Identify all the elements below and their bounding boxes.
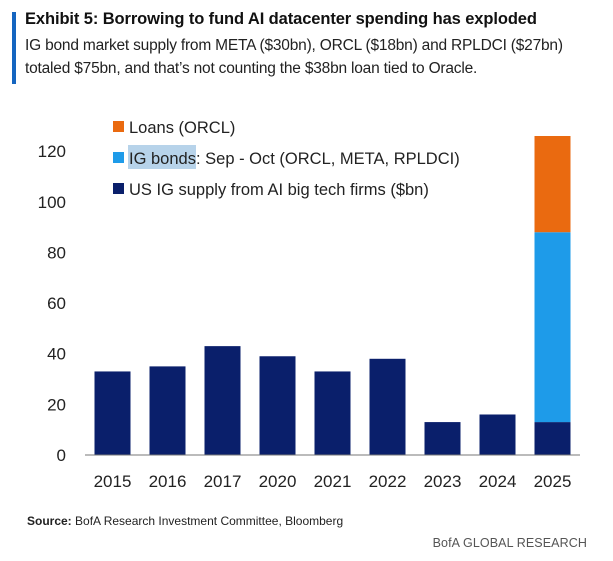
bar-segment-series-0 bbox=[534, 422, 571, 455]
bar-segment-series-0 bbox=[479, 414, 516, 455]
bar-segment-series-0 bbox=[259, 356, 296, 455]
x-tick-label: 2023 bbox=[424, 472, 462, 491]
bar-segment-series-0 bbox=[94, 371, 131, 455]
x-tick-label: 2022 bbox=[369, 472, 407, 491]
bar-segment-series-0 bbox=[314, 371, 351, 455]
x-tick-label: 2021 bbox=[314, 472, 352, 491]
x-tick-label: 2020 bbox=[259, 472, 297, 491]
y-tick-label: 0 bbox=[57, 446, 66, 465]
footer-brand: BofA GLOBAL RESEARCH bbox=[432, 536, 587, 550]
legend-label-highlighted: IG bonds bbox=[129, 150, 196, 168]
legend-swatch bbox=[113, 121, 124, 132]
legend-swatch bbox=[113, 183, 124, 194]
legend-label: US IG supply from AI big tech firms ($bn… bbox=[129, 181, 429, 199]
source-note: Source: BofA Research Investment Committ… bbox=[27, 514, 343, 528]
y-tick-label: 120 bbox=[38, 142, 66, 161]
legend-label-rest: : Sep - Oct (ORCL, META, RPLDCI) bbox=[196, 150, 460, 168]
chart-subtitle: IG bond market supply from META ($30bn),… bbox=[25, 37, 563, 77]
bar-segment-series-0 bbox=[369, 358, 406, 455]
x-tick-label: 2017 bbox=[204, 472, 242, 491]
x-tick-label: 2025 bbox=[534, 472, 572, 491]
y-tick-label: 80 bbox=[47, 243, 66, 262]
bar-segment-series-1 bbox=[534, 232, 571, 423]
x-tick-label: 2015 bbox=[94, 472, 132, 491]
y-tick-label: 100 bbox=[38, 193, 66, 212]
accent-bar bbox=[12, 12, 16, 84]
source-text: BofA Research Investment Committee, Bloo… bbox=[75, 514, 344, 528]
bar-segment-series-0 bbox=[149, 366, 186, 455]
y-tick-label: 60 bbox=[47, 294, 66, 313]
x-tick-label: 2024 bbox=[479, 472, 517, 491]
y-tick-label: 40 bbox=[47, 345, 66, 364]
chart-title: Exhibit 5: Borrowing to fund AI datacent… bbox=[25, 10, 537, 28]
legend-highlight bbox=[128, 145, 196, 169]
legend-label: IG bonds: Sep - Oct (ORCL, META, RPLDCI) bbox=[129, 150, 460, 168]
bar-segment-series-0 bbox=[424, 422, 461, 455]
y-tick-label: 20 bbox=[47, 395, 66, 414]
source-label: Source: bbox=[27, 514, 72, 528]
bar-segment-series-2 bbox=[534, 136, 571, 233]
bar-segment-series-0 bbox=[204, 346, 241, 455]
legend-swatch bbox=[113, 152, 124, 163]
x-tick-label: 2016 bbox=[149, 472, 187, 491]
legend-label: Loans (ORCL) bbox=[129, 119, 235, 137]
